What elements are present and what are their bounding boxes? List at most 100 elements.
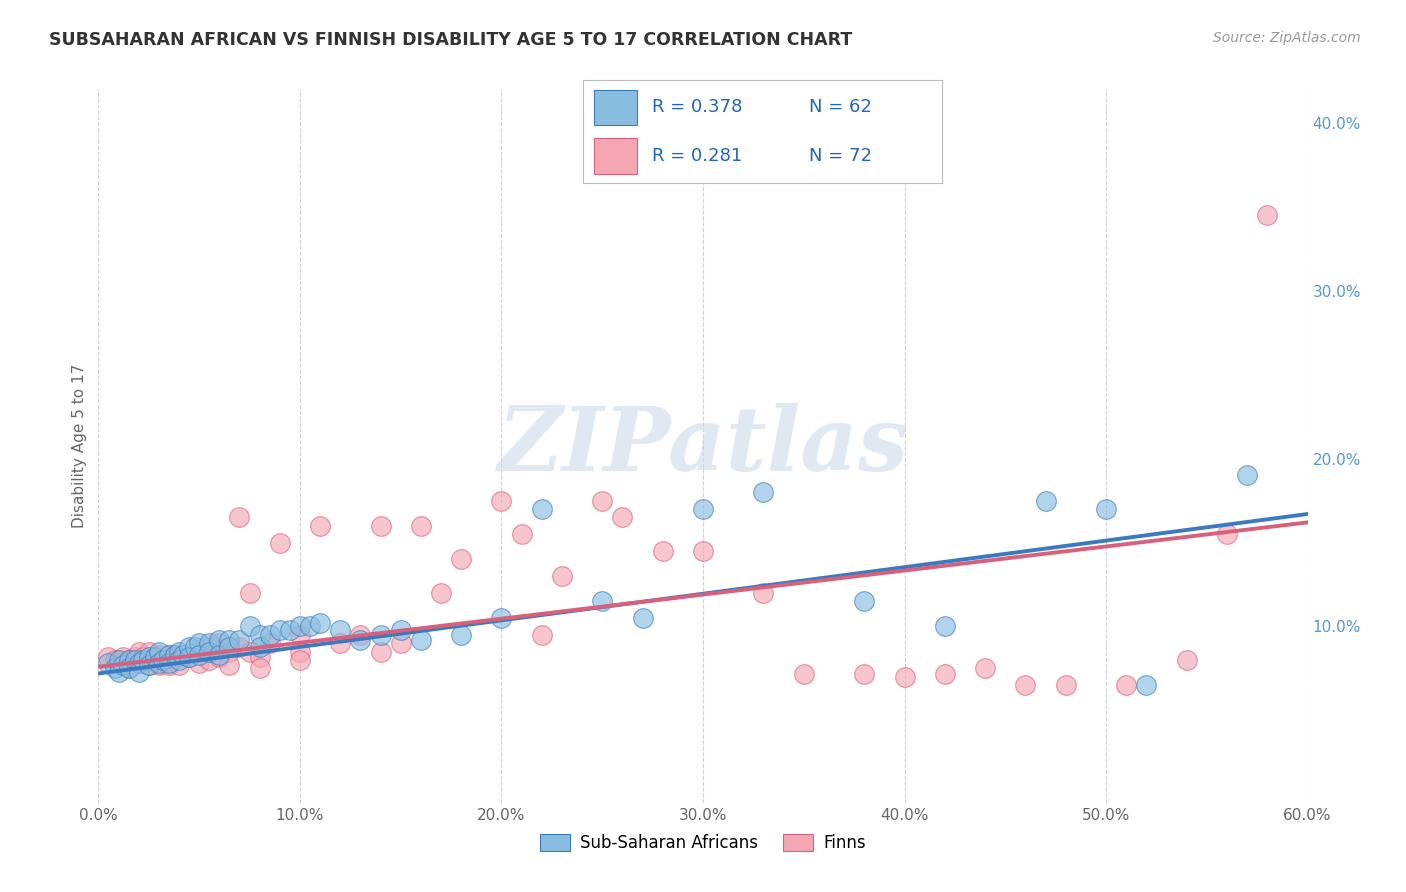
Point <box>692 544 714 558</box>
Point <box>409 632 432 647</box>
Y-axis label: Disability Age 5 to 17: Disability Age 5 to 17 <box>72 364 87 528</box>
Point <box>934 619 956 633</box>
Point <box>124 649 146 664</box>
Point <box>853 666 876 681</box>
Point <box>208 649 231 664</box>
Point <box>148 658 170 673</box>
Point <box>288 619 311 633</box>
Point <box>259 636 281 650</box>
Point <box>793 666 815 681</box>
Point <box>218 632 240 647</box>
Text: Source: ZipAtlas.com: Source: ZipAtlas.com <box>1213 31 1361 45</box>
Point <box>450 552 472 566</box>
Point <box>124 653 146 667</box>
Point <box>128 645 150 659</box>
Text: N = 72: N = 72 <box>810 146 872 165</box>
Point <box>530 502 553 516</box>
Point <box>103 653 125 667</box>
Point <box>692 502 714 516</box>
Point <box>148 645 170 659</box>
Point <box>309 616 332 631</box>
Point <box>179 640 201 654</box>
Point <box>491 493 513 508</box>
Point <box>138 649 160 664</box>
Point <box>249 640 271 654</box>
Point <box>389 636 412 650</box>
Point <box>138 653 160 667</box>
Point <box>218 658 240 673</box>
Point <box>329 636 352 650</box>
Point <box>157 658 180 673</box>
Point <box>118 653 141 667</box>
Point <box>510 527 533 541</box>
Point <box>1095 502 1118 516</box>
Point <box>198 636 221 650</box>
Point <box>370 628 392 642</box>
Point <box>111 658 134 673</box>
Text: R = 0.281: R = 0.281 <box>651 146 742 165</box>
Point <box>491 611 513 625</box>
Point <box>163 648 186 662</box>
Point <box>249 649 271 664</box>
Point <box>172 648 194 662</box>
Point <box>329 623 352 637</box>
Point <box>612 510 634 524</box>
Point <box>752 485 775 500</box>
Point <box>239 645 262 659</box>
Point <box>1035 493 1057 508</box>
Point <box>631 611 654 625</box>
Point <box>118 661 141 675</box>
Point <box>1216 527 1239 541</box>
Point <box>269 535 291 549</box>
Point <box>269 623 291 637</box>
Point <box>228 640 250 654</box>
Point <box>107 657 129 671</box>
Point <box>249 661 271 675</box>
Text: ZIPatlas: ZIPatlas <box>498 403 908 489</box>
Point <box>167 653 190 667</box>
Point <box>128 665 150 679</box>
Point <box>97 657 120 671</box>
Point <box>198 653 221 667</box>
Point <box>208 648 231 662</box>
Point <box>218 645 240 659</box>
Point <box>249 628 271 642</box>
Point <box>143 653 166 667</box>
Point <box>450 628 472 642</box>
Point <box>974 661 997 675</box>
Point <box>157 648 180 662</box>
Point <box>1175 653 1198 667</box>
Point <box>138 645 160 659</box>
Point <box>208 636 231 650</box>
Point <box>309 518 332 533</box>
Point <box>239 619 262 633</box>
Point <box>118 661 141 675</box>
Text: N = 62: N = 62 <box>810 98 872 117</box>
Point <box>1115 678 1137 692</box>
Point <box>218 640 240 654</box>
Point <box>389 623 412 637</box>
Point <box>370 645 392 659</box>
Point <box>198 640 221 654</box>
Point <box>228 510 250 524</box>
Point <box>551 569 574 583</box>
Point <box>530 628 553 642</box>
Point <box>128 657 150 671</box>
Point <box>107 665 129 679</box>
Point <box>278 623 301 637</box>
Point <box>148 648 170 662</box>
Point <box>103 661 125 675</box>
Point <box>111 649 134 664</box>
Point <box>591 594 613 608</box>
Point <box>184 640 207 654</box>
Point <box>430 586 453 600</box>
Point <box>128 657 150 671</box>
Point <box>163 648 186 662</box>
Point <box>118 653 141 667</box>
Point <box>288 628 311 642</box>
Point <box>97 649 120 664</box>
Point <box>188 645 211 659</box>
Point <box>1135 678 1157 692</box>
Point <box>1014 678 1036 692</box>
Point <box>409 518 432 533</box>
